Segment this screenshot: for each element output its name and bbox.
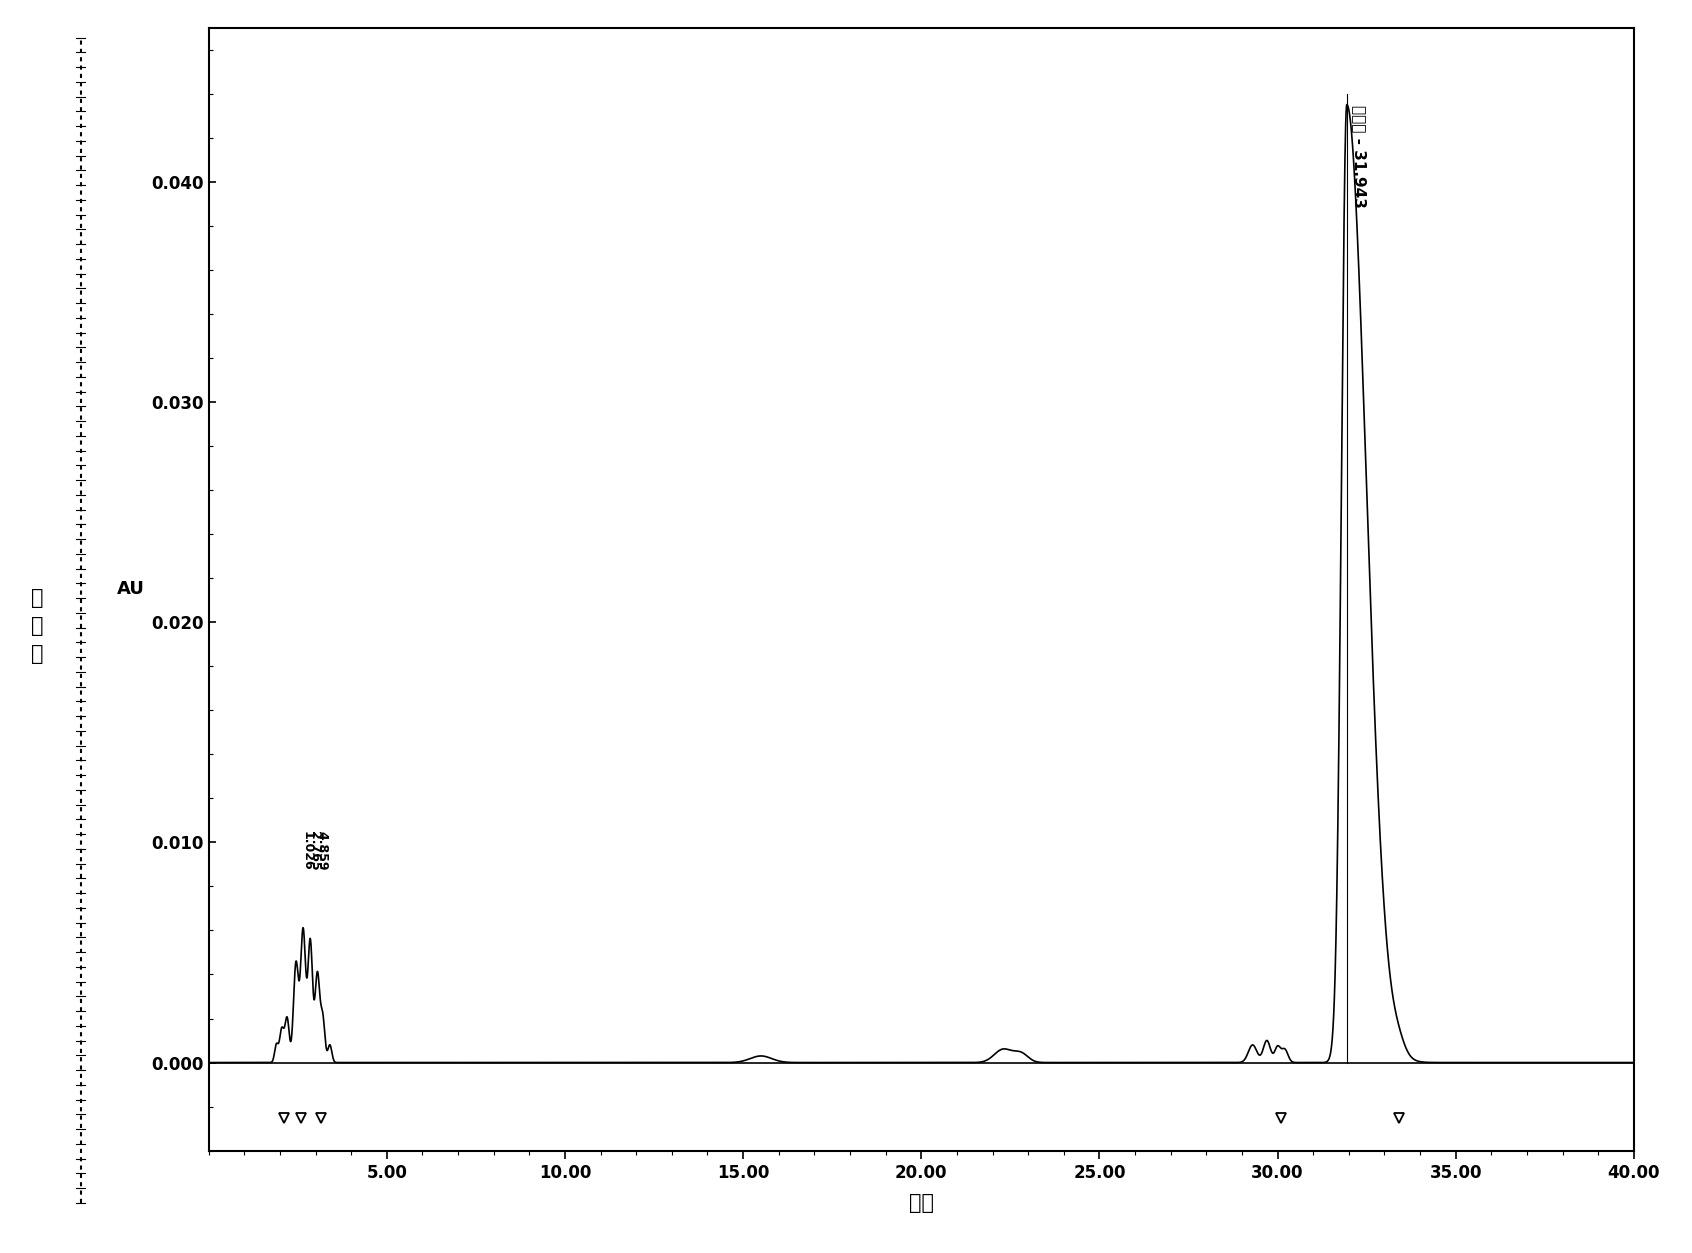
X-axis label: 分钟: 分钟	[909, 1193, 934, 1213]
Text: 4.859: 4.859	[316, 831, 328, 871]
Text: 小滨碱 - 31.943: 小滨碱 - 31.943	[1352, 104, 1367, 208]
Text: 1.026: 1.026	[299, 831, 313, 871]
Text: 吸
光
度: 吸 光 度	[30, 589, 44, 664]
Text: 2.765: 2.765	[308, 831, 321, 871]
Y-axis label: AU: AU	[117, 580, 144, 598]
